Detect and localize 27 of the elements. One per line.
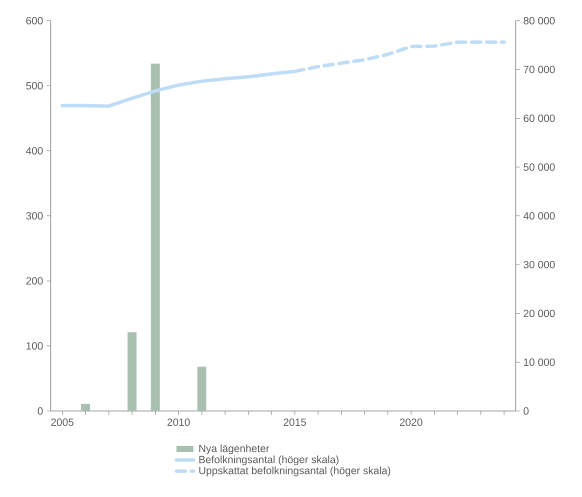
y2-tick-label: 30 000 xyxy=(524,260,555,268)
y2-tick-label: 20 000 xyxy=(524,310,555,318)
y2-tick-label: 0 xyxy=(524,407,529,415)
y2-tick-label: 10 000 xyxy=(524,358,555,366)
y-tick-label: 400 xyxy=(26,147,43,155)
y2-tick-label: 70 000 xyxy=(524,66,555,74)
y2-tick-label: 60 000 xyxy=(524,114,555,122)
y-tick-label: 500 xyxy=(26,82,43,90)
x-tick-label: 2005 xyxy=(51,418,74,426)
y2-tick-label: 50 000 xyxy=(524,163,555,171)
bar xyxy=(128,332,137,411)
x-tick-label: 2010 xyxy=(167,418,190,426)
x-tick-label: 2015 xyxy=(284,418,306,426)
y2-tick-label: 40 000 xyxy=(523,212,555,220)
bar xyxy=(150,64,160,411)
y-tick-label: 0 xyxy=(38,407,43,415)
y-tick-label: 600 xyxy=(26,17,43,24)
legend-label: Uppskattat befolkningsantal (höger skala) xyxy=(199,466,390,476)
legend-label: Nya lägenheter xyxy=(199,444,270,454)
bar xyxy=(81,404,90,411)
x-tick-label: 2020 xyxy=(400,418,422,426)
y-tick-label: 200 xyxy=(26,277,43,285)
legend-label: Befolkningsantal (höger skala) xyxy=(199,456,338,466)
y-tick-label: 100 xyxy=(26,342,43,350)
bar xyxy=(197,366,206,411)
y2-tick-label: 80 000 xyxy=(524,17,555,24)
y-tick-label: 300 xyxy=(26,212,43,220)
